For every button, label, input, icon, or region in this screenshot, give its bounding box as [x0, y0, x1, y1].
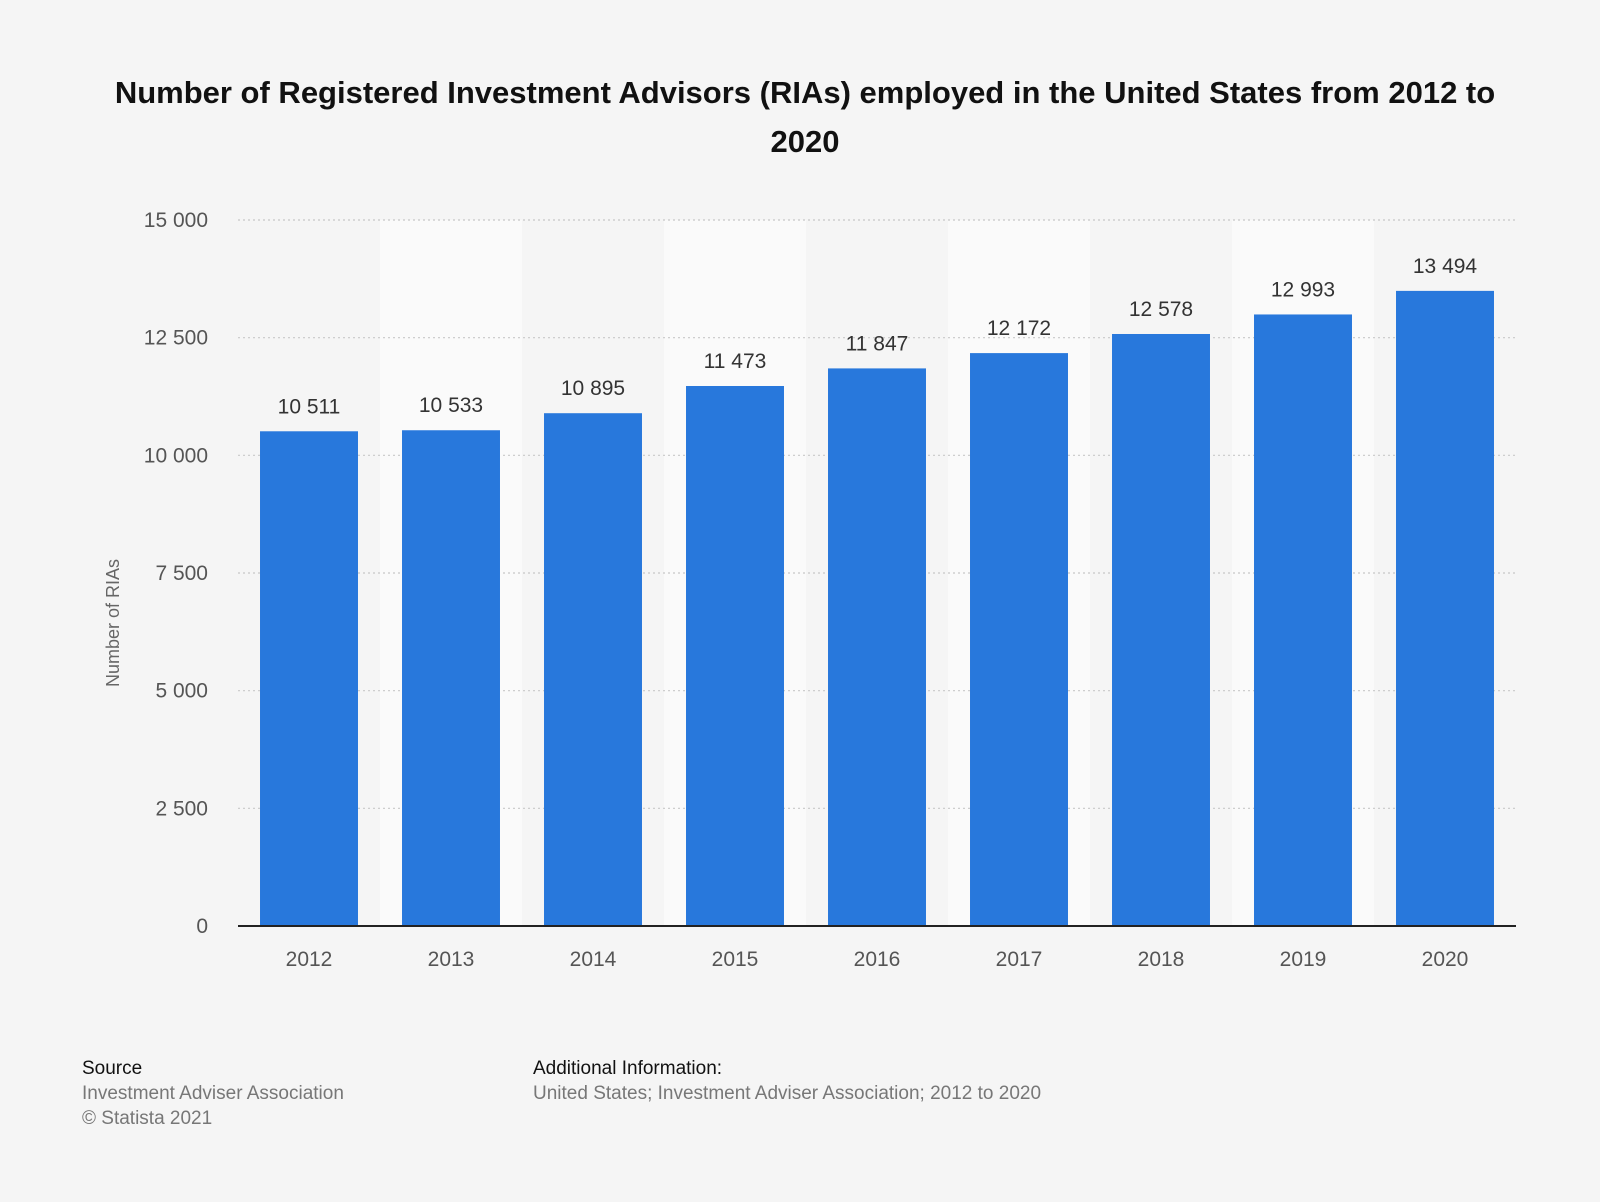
x-tick-label-2019: 2019 — [1280, 948, 1327, 971]
y-tick-label-15000: 15 000 — [144, 209, 208, 232]
x-axis-ticks: 2012 2013 2014 2015 2016 2017 2018 2019 2020 — [286, 948, 1469, 971]
bar-2019 — [1254, 314, 1352, 927]
y-tick-label-10000: 10 000 — [144, 444, 208, 467]
data-label-2012: 10 511 — [278, 395, 341, 418]
x-tick-label-2017: 2017 — [996, 948, 1043, 971]
x-tick-label-2018: 2018 — [1138, 948, 1185, 971]
bar-2020 — [1396, 290, 1494, 926]
data-label-2019: 12 993 — [1271, 278, 1335, 301]
x-tick-label-2015: 2015 — [712, 948, 759, 971]
data-label-2013: 10 533 — [419, 394, 483, 417]
data-label-2016: 11 847 — [846, 332, 909, 355]
bar-2016 — [828, 368, 926, 926]
data-label-2018: 12 578 — [1129, 298, 1193, 321]
additional-info-heading: Additional Information: — [533, 1058, 723, 1079]
bar-2017 — [970, 353, 1068, 927]
y-axis-label: Number of RIAs — [103, 559, 123, 687]
x-tick-label-2020: 2020 — [1422, 948, 1469, 971]
chart-title: Number of Registered Investment Advisors… — [114, 75, 1496, 159]
bar-2014 — [544, 413, 642, 926]
y-axis-ticks: 0 2 500 5 000 7 500 10 000 12 500 15 000 — [144, 209, 208, 938]
data-label-2020: 13 494 — [1413, 255, 1478, 278]
bar-2018 — [1112, 333, 1210, 926]
additional-info-text: United States; Investment Adviser Associ… — [533, 1083, 1042, 1104]
bar-2012 — [260, 431, 358, 926]
data-label-2017: 12 172 — [987, 317, 1051, 340]
x-tick-label-2012: 2012 — [286, 948, 333, 971]
y-tick-label-0: 0 — [196, 915, 208, 938]
y-tick-label-5000: 5 000 — [155, 680, 208, 703]
x-tick-label-2016: 2016 — [854, 948, 901, 971]
y-tick-label-12500: 12 500 — [144, 327, 208, 350]
data-label-2015: 11 473 — [704, 350, 767, 373]
x-tick-label-2014: 2014 — [570, 948, 617, 971]
source-heading: Source — [82, 1058, 143, 1079]
source-name: Investment Adviser Association — [82, 1083, 344, 1104]
bars — [260, 290, 1494, 927]
x-tick-label-2013: 2013 — [428, 948, 475, 971]
y-tick-label-2500: 2 500 — [155, 797, 208, 820]
bar-2013 — [402, 430, 500, 926]
copyright: © Statista 2021 — [82, 1108, 213, 1129]
data-labels: 10 511 10 533 10 895 11 473 11 847 12 172 12 5… — [278, 255, 1478, 418]
y-tick-label-7500: 7 500 — [155, 562, 208, 585]
source-block: Source Investment Adviser Association © … — [82, 1056, 344, 1131]
data-label-2014: 10 895 — [561, 377, 625, 400]
additional-info-block: Additional Information: United States; I… — [533, 1056, 1041, 1106]
bar-2015 — [686, 386, 784, 926]
